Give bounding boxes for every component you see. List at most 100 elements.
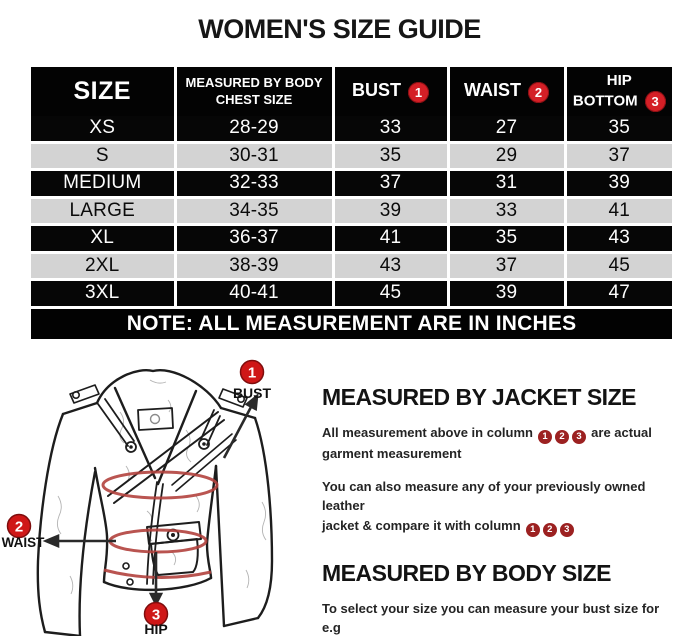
bust-callout-number: 1 [248, 365, 256, 382]
hip-header-line2-label: BOTTOM [572, 92, 638, 110]
column-header-bust: BUST 1 [333, 67, 450, 116]
header-row: SIZE MEASURED BY BODY CHEST SIZE BUST 1 W… [31, 67, 672, 116]
bust-cell: 41 [333, 223, 450, 252]
jacket-size-heading: MEASURED BY JACKET SIZE [322, 384, 636, 410]
hip-header-line1: HIP [606, 71, 632, 89]
callout-arrows [42, 392, 259, 607]
hip-measure-line [103, 568, 212, 580]
hip-callout-badge-icon [143, 601, 169, 627]
waist-cell: 27 [448, 116, 567, 142]
inline-badge-3-icon: 3 [572, 430, 587, 445]
chest-cell: 32-33 [175, 168, 335, 197]
hip-cell: 41 [565, 195, 672, 225]
hip-header-line2: BOTTOM 3 [567, 91, 673, 113]
info-panel: MEASURED BY JACKET SIZE All measurement … [322, 384, 674, 636]
column-header-size: SIZE [31, 67, 177, 116]
inline-badge-6-icon: 3 [559, 522, 574, 537]
waist-cell: 35 [448, 223, 567, 252]
size-cell: 3XL [31, 278, 177, 307]
table-row: 2XL 38-39 43 37 45 [31, 250, 672, 280]
jacket-size-paragraph-2: You can also measure any of your previou… [322, 477, 674, 537]
chest-cell: 40-41 [175, 278, 335, 307]
size-table-header: SIZE MEASURED BY BODY CHEST SIZE BUST 1 W… [31, 67, 672, 116]
waist-cell: 29 [448, 140, 567, 170]
page-title: WOMEN'S SIZE GUIDE [198, 14, 481, 44]
column-header-waist: WAIST 2 [448, 67, 567, 116]
chest-cell: 30-31 [175, 140, 335, 170]
waist-cell: 37 [448, 250, 567, 280]
size-header-label: SIZE [73, 77, 132, 105]
waist-cell: 31 [448, 168, 567, 197]
size-table-footer: NOTE: ALL MEASUREMENT ARE IN INCHES [31, 305, 672, 339]
chest-cell: 34-35 [175, 195, 335, 225]
hip-number-badge-icon: 3 [644, 91, 666, 113]
waist-callout-label: WAIST [2, 535, 46, 550]
size-cell: LARGE [31, 195, 177, 225]
bust-number-badge-icon: 1 [408, 81, 429, 103]
hip-cell: 35 [565, 116, 672, 142]
size-table: SIZE MEASURED BY BODY CHEST SIZE BUST 1 W… [31, 67, 672, 339]
jacket-sketch: 1 BUST 2 WAIST 3 HIP [2, 359, 274, 636]
bust-cell: 39 [333, 195, 450, 225]
size-cell: MEDIUM [31, 168, 177, 197]
p2-text-pre: You can also measure any of your previou… [322, 478, 646, 533]
waist-callout-number: 2 [15, 519, 23, 536]
inline-badge-1-icon: 1 [538, 430, 553, 445]
hip-cell: 47 [565, 278, 672, 307]
size-cell: XL [31, 223, 177, 252]
size-cell: XS [31, 116, 177, 142]
jacket-diagram: 1 BUST 2 WAIST 3 HIP [0, 346, 330, 636]
bust-cell: 45 [333, 278, 450, 307]
bust-arrow [222, 406, 253, 459]
table-row: XS 28-29 33 27 35 [31, 116, 672, 142]
bust-cell: 37 [333, 168, 450, 197]
table-row: LARGE 34-35 39 33 41 [31, 195, 672, 225]
waist-header-label: WAIST [464, 80, 521, 101]
chest-header-line2: CHEST SIZE [215, 91, 293, 107]
table-row: MEDIUM 32-33 37 31 39 [31, 168, 672, 197]
size-table-body: XS 28-29 33 27 35 S 30-31 35 29 37 MEDIUM 32-33 37 31… [31, 116, 672, 307]
column-header-chest: MEASURED BY BODY CHEST SIZE [175, 67, 335, 116]
bust-cell: 35 [333, 140, 450, 170]
hip-callout-number: 3 [152, 607, 160, 624]
inline-badge-5-icon: 2 [542, 522, 557, 537]
note-bar: NOTE: ALL MEASUREMENT ARE IN INCHES [31, 305, 672, 339]
bust-cell: 43 [333, 250, 450, 280]
callout-badges: 1 BUST 2 WAIST 3 HIP [2, 359, 272, 636]
bust-callout-badge-icon [239, 359, 265, 385]
hip-arrowhead-icon [148, 592, 164, 607]
bust-measure-ellipse [101, 470, 219, 500]
waist-cell: 39 [448, 278, 567, 307]
hip-cell: 43 [565, 223, 672, 252]
bust-callout-label: BUST [233, 385, 272, 401]
table-row: S 30-31 35 29 37 [31, 140, 672, 170]
size-cell: 2XL [31, 250, 177, 280]
hip-cell: 37 [565, 140, 672, 170]
inline-badge-4-icon: 1 [525, 522, 540, 537]
table-row: 3XL 40-41 45 39 47 [31, 278, 672, 307]
chest-cell: 36-37 [175, 223, 335, 252]
hip-cell: 45 [565, 250, 672, 280]
table-row: XL 36-37 41 35 43 [31, 223, 672, 252]
size-cell: S [31, 140, 177, 170]
bust-header-label: BUST [352, 80, 401, 101]
waist-cell: 33 [448, 195, 567, 225]
waist-callout-badge-icon [6, 513, 32, 539]
waist-arrowhead-icon [42, 534, 60, 548]
hip-callout-label: HIP [144, 621, 167, 636]
p1-text-pre: All measurement above in column [322, 425, 537, 440]
note-row: NOTE: ALL MEASUREMENT ARE IN INCHES [31, 305, 672, 339]
bust-arrowhead-icon [244, 392, 259, 412]
bust-cell: 33 [333, 116, 450, 142]
column-header-hip: HIP BOTTOM 3 [565, 67, 672, 116]
body-size-heading: MEASURED BY BODY SIZE [322, 559, 611, 586]
p1-text-post: are actual garment measurement [322, 425, 652, 462]
chest-cell: 38-39 [175, 250, 335, 280]
hip-cell: 39 [565, 168, 672, 197]
waist-measure-ellipse [108, 528, 208, 554]
body-size-paragraph: To select your size you can measure your… [322, 600, 660, 636]
inline-badge-2-icon: 2 [555, 430, 570, 445]
chest-header-line1: MEASURED BY BODY [185, 74, 323, 90]
waist-number-badge-icon: 2 [528, 81, 549, 103]
